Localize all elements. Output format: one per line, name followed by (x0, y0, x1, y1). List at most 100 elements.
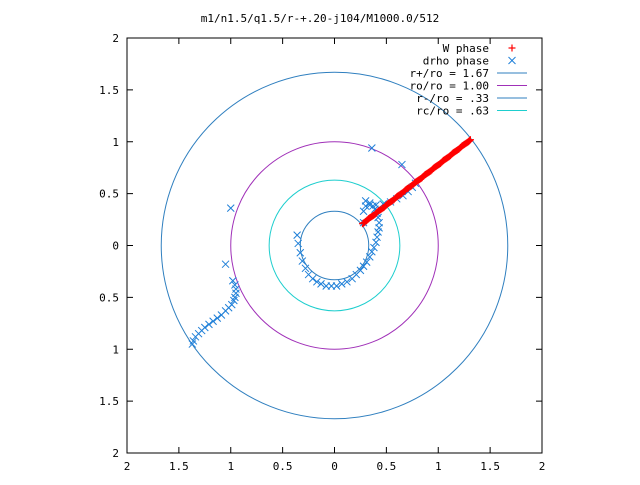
marker-stroke (367, 247, 376, 256)
drho-phase-point (398, 160, 406, 169)
legend-label: ro/ro = 1.00 (410, 80, 489, 93)
drho-phase-point (367, 247, 376, 256)
drho-phase-point (343, 277, 351, 286)
legend-label: W phase (443, 42, 489, 55)
marker-stroke (298, 257, 307, 265)
chart-title: m1/n1.5/q1.5/r-+.20-j104/M1000.0/512 (201, 12, 439, 25)
marker-stroke (359, 207, 368, 216)
drho-phase-point (209, 317, 217, 326)
marker-stroke (227, 300, 236, 309)
x-tick-label: 1.5 (169, 460, 189, 473)
drho-phase-point (359, 207, 368, 216)
y-tick-label: 1.5 (99, 395, 119, 408)
circle-line (299, 210, 370, 281)
x-tick-label: 0 (331, 460, 338, 473)
drho-phase-point (294, 239, 303, 248)
y-tick-label: 1 (112, 343, 119, 356)
marker-stroke (367, 144, 376, 152)
y-tick-label: 0.5 (99, 188, 119, 201)
marker-stroke (189, 337, 198, 345)
drho-phase-point (298, 257, 307, 265)
legend-label: r-/ro = .33 (416, 92, 489, 105)
marker-stroke (226, 204, 235, 213)
x-tick-label: 1.5 (480, 460, 500, 473)
drho-phase-point (367, 144, 376, 152)
legend-label: drho phase (423, 55, 489, 68)
drho-phase-point (365, 201, 374, 209)
x-tick-label: 1 (227, 460, 234, 473)
circle-line (230, 141, 439, 350)
drho-phase-point (227, 300, 236, 309)
marker-stroke (221, 260, 230, 269)
marker-stroke (213, 314, 222, 322)
marker-stroke (362, 258, 371, 266)
marker-stroke (317, 280, 325, 288)
y-tick-label: 1 (112, 136, 119, 149)
axis-ticks: 2 1.5 1 0.5 0 0.5 1 1.5 221.510.500.511.52 (99, 32, 545, 473)
drho-phase-point (296, 248, 305, 257)
drho-phase-point (301, 264, 310, 273)
marker-stroke (293, 231, 302, 239)
marker-stroke (365, 201, 374, 209)
x-tick-label: 2 (539, 460, 546, 473)
y-tick-label: 0 (112, 240, 119, 253)
marker-stroke (296, 248, 305, 257)
marker-stroke (372, 201, 380, 209)
drho-phase-point (332, 282, 341, 290)
marker-stroke (359, 262, 368, 271)
drho-phase-point (221, 260, 230, 269)
drho-phase-point (293, 231, 302, 239)
marker-stroke (200, 323, 209, 332)
drho-phase-point (205, 320, 213, 329)
marker-stroke (372, 238, 380, 247)
marker-stroke (365, 199, 374, 207)
x-tick-label: 2 (124, 460, 131, 473)
marker-stroke (304, 270, 313, 279)
drho-phase-point (365, 199, 374, 207)
marker-stroke (398, 160, 406, 169)
drho-phase-point (337, 280, 346, 288)
marker-stroke (374, 213, 382, 222)
marker-stroke (370, 243, 378, 252)
marker-stroke (209, 317, 217, 326)
drho-phase-point (308, 274, 317, 283)
drho-phase-point (313, 277, 321, 286)
marker-stroke (337, 280, 346, 288)
drho-phase-point (359, 262, 368, 271)
drho-phase-point (200, 323, 209, 332)
w-phase-point (466, 136, 474, 144)
legend-swatch (508, 44, 516, 52)
drho-phase-point (189, 337, 198, 345)
plot-area (160, 71, 509, 420)
legend-label: r+/ro = 1.67 (410, 67, 489, 80)
drho-phase-point (370, 243, 378, 252)
marker-stroke (356, 266, 365, 275)
marker-stroke (313, 277, 321, 286)
marker-stroke (228, 276, 237, 285)
y-tick-label: 2 (112, 447, 119, 460)
marker-stroke (508, 56, 516, 65)
drho-phase-point (375, 218, 383, 227)
drho-phase-point (228, 276, 237, 285)
y-tick-label: 0.5 (99, 291, 119, 304)
marker-stroke (308, 274, 317, 283)
marker-stroke (294, 239, 303, 248)
x-tick-label: 1 (435, 460, 442, 473)
marker-stroke (231, 281, 239, 289)
legend-swatch (508, 56, 516, 65)
x-tick-label: 0.5 (376, 460, 396, 473)
marker-stroke (373, 233, 381, 242)
drho-phase-point (356, 266, 365, 275)
marker-stroke (365, 253, 374, 261)
y-tick-label: 1.5 (99, 84, 119, 97)
drho-phase-point (373, 233, 381, 242)
drho-phase-point (317, 280, 325, 288)
marker-stroke (343, 277, 351, 286)
drho-phase-point (213, 314, 222, 322)
drho-phase-point (362, 258, 371, 266)
marker-stroke (205, 320, 213, 329)
drho-phase-point (231, 281, 239, 289)
